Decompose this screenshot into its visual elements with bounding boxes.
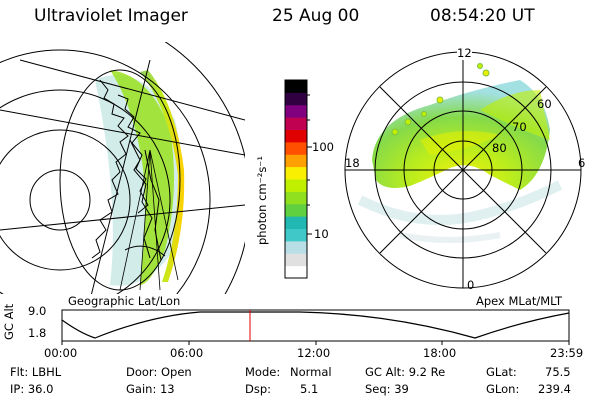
colorbar-tick-100: 100: [312, 140, 334, 154]
colorbar-cell: [285, 216, 307, 230]
colorbar-cell: [285, 117, 307, 131]
colorbar-cell: [285, 265, 307, 279]
mlt-label-0: 0: [467, 278, 475, 292]
colorbar: [284, 79, 312, 279]
time-tick-2359: 23:59: [550, 346, 584, 360]
altitude-ytick-min: 1.8: [28, 326, 47, 340]
colorbar-cell: [285, 104, 307, 118]
colorbar-cell: [285, 240, 307, 254]
colorbar-cell: [285, 129, 307, 143]
colorbar-cell: [285, 80, 307, 93]
glat-value: 75.5: [545, 365, 571, 379]
polar-map: [344, 51, 582, 289]
gc-alt-info: GC Alt: 9.2 Re: [365, 365, 446, 379]
dsp-label: Dsp:: [245, 382, 272, 396]
glon-value: 239.4: [538, 382, 571, 396]
colorbar-cell: [285, 154, 307, 168]
gain-info: Gain: 13: [126, 382, 175, 396]
lat-label-60: 60: [537, 97, 552, 111]
colorbar-cell: [285, 92, 307, 106]
altitude-ylabel: GC Alt: [2, 303, 16, 340]
colorbar-cell: [285, 203, 307, 217]
door-info: Door: Open: [126, 365, 192, 379]
apex-caption: Apex MLat/MLT: [476, 294, 563, 308]
time-label: 08:54:20 UT: [430, 6, 535, 26]
colorbar-cell: [285, 253, 307, 267]
colorbar-unit-label: photon cm⁻²s⁻¹: [255, 156, 269, 245]
mlt-label-12: 12: [457, 46, 472, 60]
time-tick-1800: 18:00: [423, 346, 457, 360]
glon-label: GLon:: [486, 382, 520, 396]
time-tick-1200: 12:00: [297, 346, 331, 360]
lat-label-70: 70: [512, 120, 527, 134]
geographic-map: [0, 42, 245, 294]
colorbar-cell: [285, 179, 307, 192]
altitude-ytick-max: 9.0: [28, 304, 47, 318]
time-tick-0600: 06:00: [170, 346, 204, 360]
colorbar-cell: [285, 141, 307, 155]
altitude-curve: [61, 311, 570, 339]
emission-main: [110, 70, 174, 285]
filter-info: Flt: LBHL: [10, 365, 62, 379]
time-tick-0000: 00:00: [44, 346, 78, 360]
geographic-caption: Geographic Lat/Lon: [68, 294, 181, 308]
altitude-plot: [61, 309, 570, 345]
date-label: 25 Aug 00: [272, 6, 360, 26]
glat-label: GLat:: [486, 365, 517, 379]
dsp-value: 5.1: [300, 382, 319, 396]
colorbar-cell: [285, 191, 307, 205]
colorbar-cell: [285, 166, 307, 180]
mlt-label-18: 18: [345, 156, 360, 170]
ip-info: IP: 36.0: [10, 382, 54, 396]
mode-label: Mode:: [245, 365, 281, 379]
colorbar-cell: [285, 228, 307, 242]
mode-value: Normal: [290, 365, 332, 379]
mlt-label-6: 6: [578, 156, 586, 170]
colorbar-tick-10: 10: [314, 227, 329, 241]
emission-limb: [140, 70, 185, 282]
instrument-title: Ultraviolet Imager: [34, 6, 188, 26]
seq-info: Seq: 39: [365, 382, 409, 396]
lat-label-80: 80: [492, 141, 507, 155]
